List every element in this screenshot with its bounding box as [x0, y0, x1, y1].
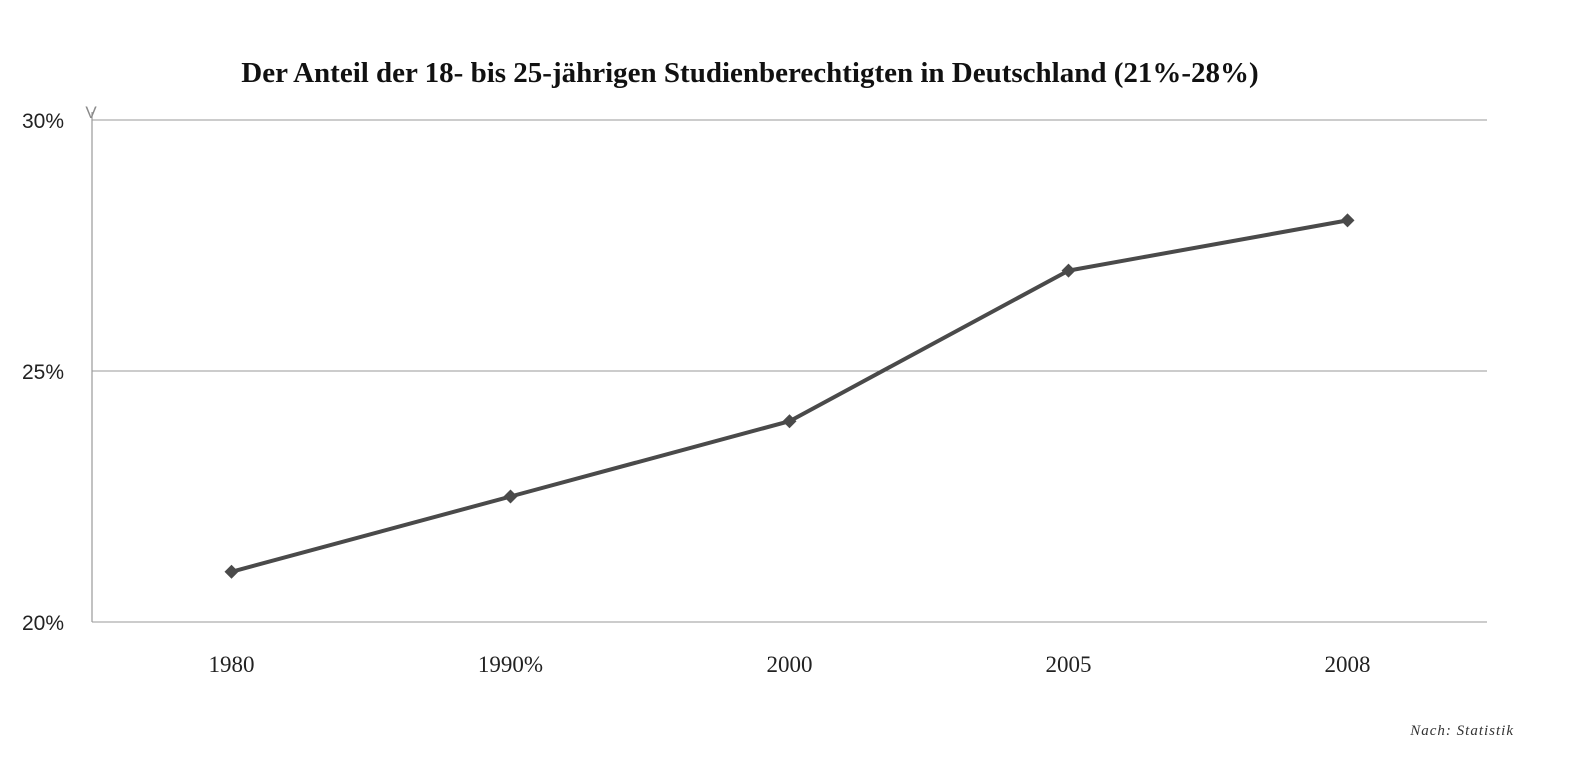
- axes: V: [85, 103, 97, 622]
- data-point-marker: [224, 564, 239, 579]
- y-axis-top-mark: V: [85, 103, 97, 122]
- gridlines: [92, 119, 1487, 623]
- series-group: [224, 213, 1355, 579]
- series-line: [229, 218, 1350, 574]
- data-point-marker: [503, 489, 518, 504]
- x-tick-label: 1980: [209, 652, 255, 677]
- y-tick-label: 25%: [22, 361, 64, 384]
- x-tick-label: 2005: [1046, 652, 1092, 677]
- data-point-marker: [1340, 213, 1355, 228]
- y-tick-label: 20%: [22, 612, 64, 635]
- x-tick-label: 1990%: [478, 652, 543, 677]
- y-tick-label: 30%: [22, 110, 64, 133]
- y-tick-labels: 20% 25% 30%: [22, 110, 64, 635]
- x-tick-labels: 1980 1990% 2000 2005 2008: [209, 652, 1371, 677]
- chart-title: Der Anteil der 18- bis 25-jährigen Studi…: [241, 57, 1258, 89]
- data-point-marker: [1061, 263, 1076, 278]
- data-point-marker: [782, 414, 797, 429]
- x-tick-label: 2000: [767, 652, 813, 677]
- x-tick-label: 2008: [1325, 652, 1371, 677]
- source-note: Nach: Statistik: [1409, 723, 1514, 739]
